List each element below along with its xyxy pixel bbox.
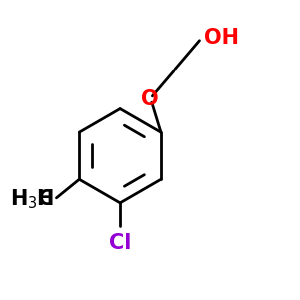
Text: OH: OH bbox=[204, 28, 239, 48]
Text: Cl: Cl bbox=[109, 233, 131, 253]
Text: H: H bbox=[36, 189, 54, 209]
Text: H$_3$C: H$_3$C bbox=[10, 188, 54, 211]
Text: O: O bbox=[141, 89, 158, 109]
